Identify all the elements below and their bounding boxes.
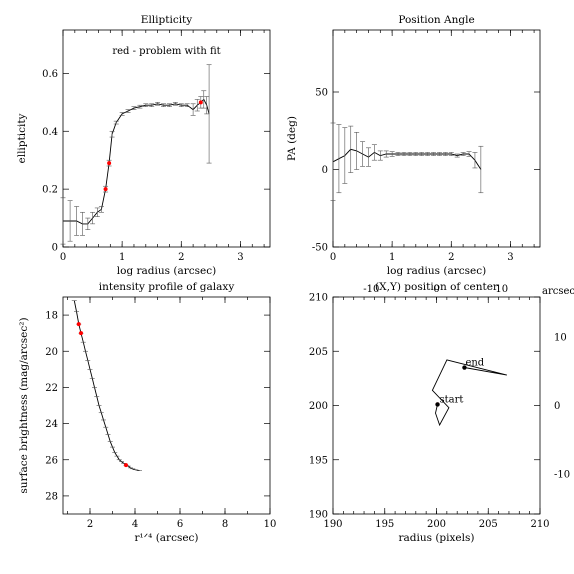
ellipticity-annotation: red - problem with fit xyxy=(112,46,220,57)
center_position-x-tick-label: 210 xyxy=(530,519,549,530)
intensity_profile-flagged-point xyxy=(124,463,128,468)
center_position-x-tick-label: 195 xyxy=(375,519,394,530)
ellipticity-y-tick-label: 0 xyxy=(52,243,58,254)
position_angle-x-label: log radius (arcsec) xyxy=(387,265,486,277)
center_position-right-tick-label: 10 xyxy=(554,333,567,344)
intensity_profile-y-tick-label: 20 xyxy=(45,347,58,358)
ellipticity-y-tick-label: 0.4 xyxy=(42,127,58,138)
intensity_profile-y-tick-label: 22 xyxy=(45,383,58,394)
center_position-top-tick-label: 0 xyxy=(433,284,439,295)
intensity_profile-series-line xyxy=(73,300,140,472)
ellipticity-y-tick-label: 0.2 xyxy=(42,185,58,196)
center_position-x-tick-label: 200 xyxy=(427,519,446,530)
intensity_profile-y-label: surface brightness (mag/arcsec²) xyxy=(18,317,30,493)
intensity_profile-x-tick-label: 6 xyxy=(177,519,183,530)
intensity_profile-x-tick-label: 10 xyxy=(264,519,277,530)
position_angle-y-tick-label: 50 xyxy=(315,88,328,99)
intensity_profile-flagged-point xyxy=(76,322,81,327)
center_position-top-tick-label: 10 xyxy=(495,284,508,295)
ellipticity-y-label: ellipticity xyxy=(16,113,28,163)
ellipticity-x-tick-label: 2 xyxy=(178,252,184,263)
ellipticity-flagged-point xyxy=(107,161,112,166)
center_position-x-tick-label: 205 xyxy=(479,519,498,530)
ellipticity-x-label: log radius (arcsec) xyxy=(117,265,216,277)
center_position-y-tick-label: 190 xyxy=(309,510,328,521)
center_position-x-label: radius (pixels) xyxy=(398,532,474,544)
position_angle-y-tick-label: 0 xyxy=(322,165,328,176)
intensity_profile-y-tick-label: 26 xyxy=(45,455,58,466)
ellipticity-title: Ellipticity xyxy=(141,14,192,26)
intensity_profile-y-tick-label: 24 xyxy=(45,419,58,430)
intensity_profile-title: intensity profile of galaxy xyxy=(99,281,235,293)
position_angle-y-tick-label: -50 xyxy=(312,243,328,254)
ellipticity-x-tick-label: 1 xyxy=(119,252,125,263)
intensity_profile-y-tick-label: 28 xyxy=(45,491,58,502)
center_position-series-line xyxy=(431,359,508,427)
center_position-title: (X,Y) position of center xyxy=(375,281,499,293)
intensity_profile-x-tick-label: 2 xyxy=(87,519,93,530)
ellipticity-flagged-point xyxy=(103,187,108,192)
center_position-start-point xyxy=(435,402,440,407)
position_angle-y-label: PA (deg) xyxy=(286,116,298,161)
position_angle-title: Position Angle xyxy=(398,14,474,26)
position_angle-plot-frame xyxy=(332,29,541,248)
intensity_profile-flagged-point xyxy=(79,331,83,336)
intensity_profile-y-tick-label: 18 xyxy=(45,311,58,322)
ellipticity-series-line xyxy=(63,98,210,225)
intensity_profile-plot-frame xyxy=(62,296,271,515)
position_angle-x-tick-label: 2 xyxy=(448,252,454,263)
ellipticity-flagged-point xyxy=(198,100,203,105)
center_position-y-tick-label: 205 xyxy=(309,347,328,358)
center_position-y-tick-label: 200 xyxy=(309,401,328,412)
position_angle-x-tick-label: 1 xyxy=(389,252,395,263)
position_angle-series-line xyxy=(332,148,482,170)
ellipticity-plot-frame xyxy=(62,29,271,248)
ellipticity-y-tick-label: 0.6 xyxy=(42,69,58,80)
position_angle-x-tick-label: 0 xyxy=(330,252,336,263)
center_position-y-tick-label: 195 xyxy=(309,455,328,466)
center_position-top-axis-label: arcsec xyxy=(542,286,574,297)
center_position-end-point xyxy=(462,365,467,370)
center_position-top-tick-label: -10 xyxy=(363,284,379,295)
ellipticity-x-tick-label: 0 xyxy=(60,252,66,263)
intensity_profile-x-label: r¹ᐟ⁴ (arcsec) xyxy=(134,532,198,544)
center_position-x-tick-label: 190 xyxy=(323,519,342,530)
center_position-right-tick-label: -10 xyxy=(554,469,570,480)
intensity_profile-x-tick-label: 8 xyxy=(222,519,228,530)
center_position-start-label: start xyxy=(440,394,464,405)
position_angle-x-tick-label: 3 xyxy=(507,252,513,263)
center_position-right-tick-label: 0 xyxy=(554,401,560,412)
center_position-end-label: end xyxy=(465,358,484,369)
intensity_profile-x-tick-label: 4 xyxy=(132,519,138,530)
center_position-y-tick-label: 210 xyxy=(309,293,328,304)
ellipticity-x-tick-label: 3 xyxy=(237,252,243,263)
